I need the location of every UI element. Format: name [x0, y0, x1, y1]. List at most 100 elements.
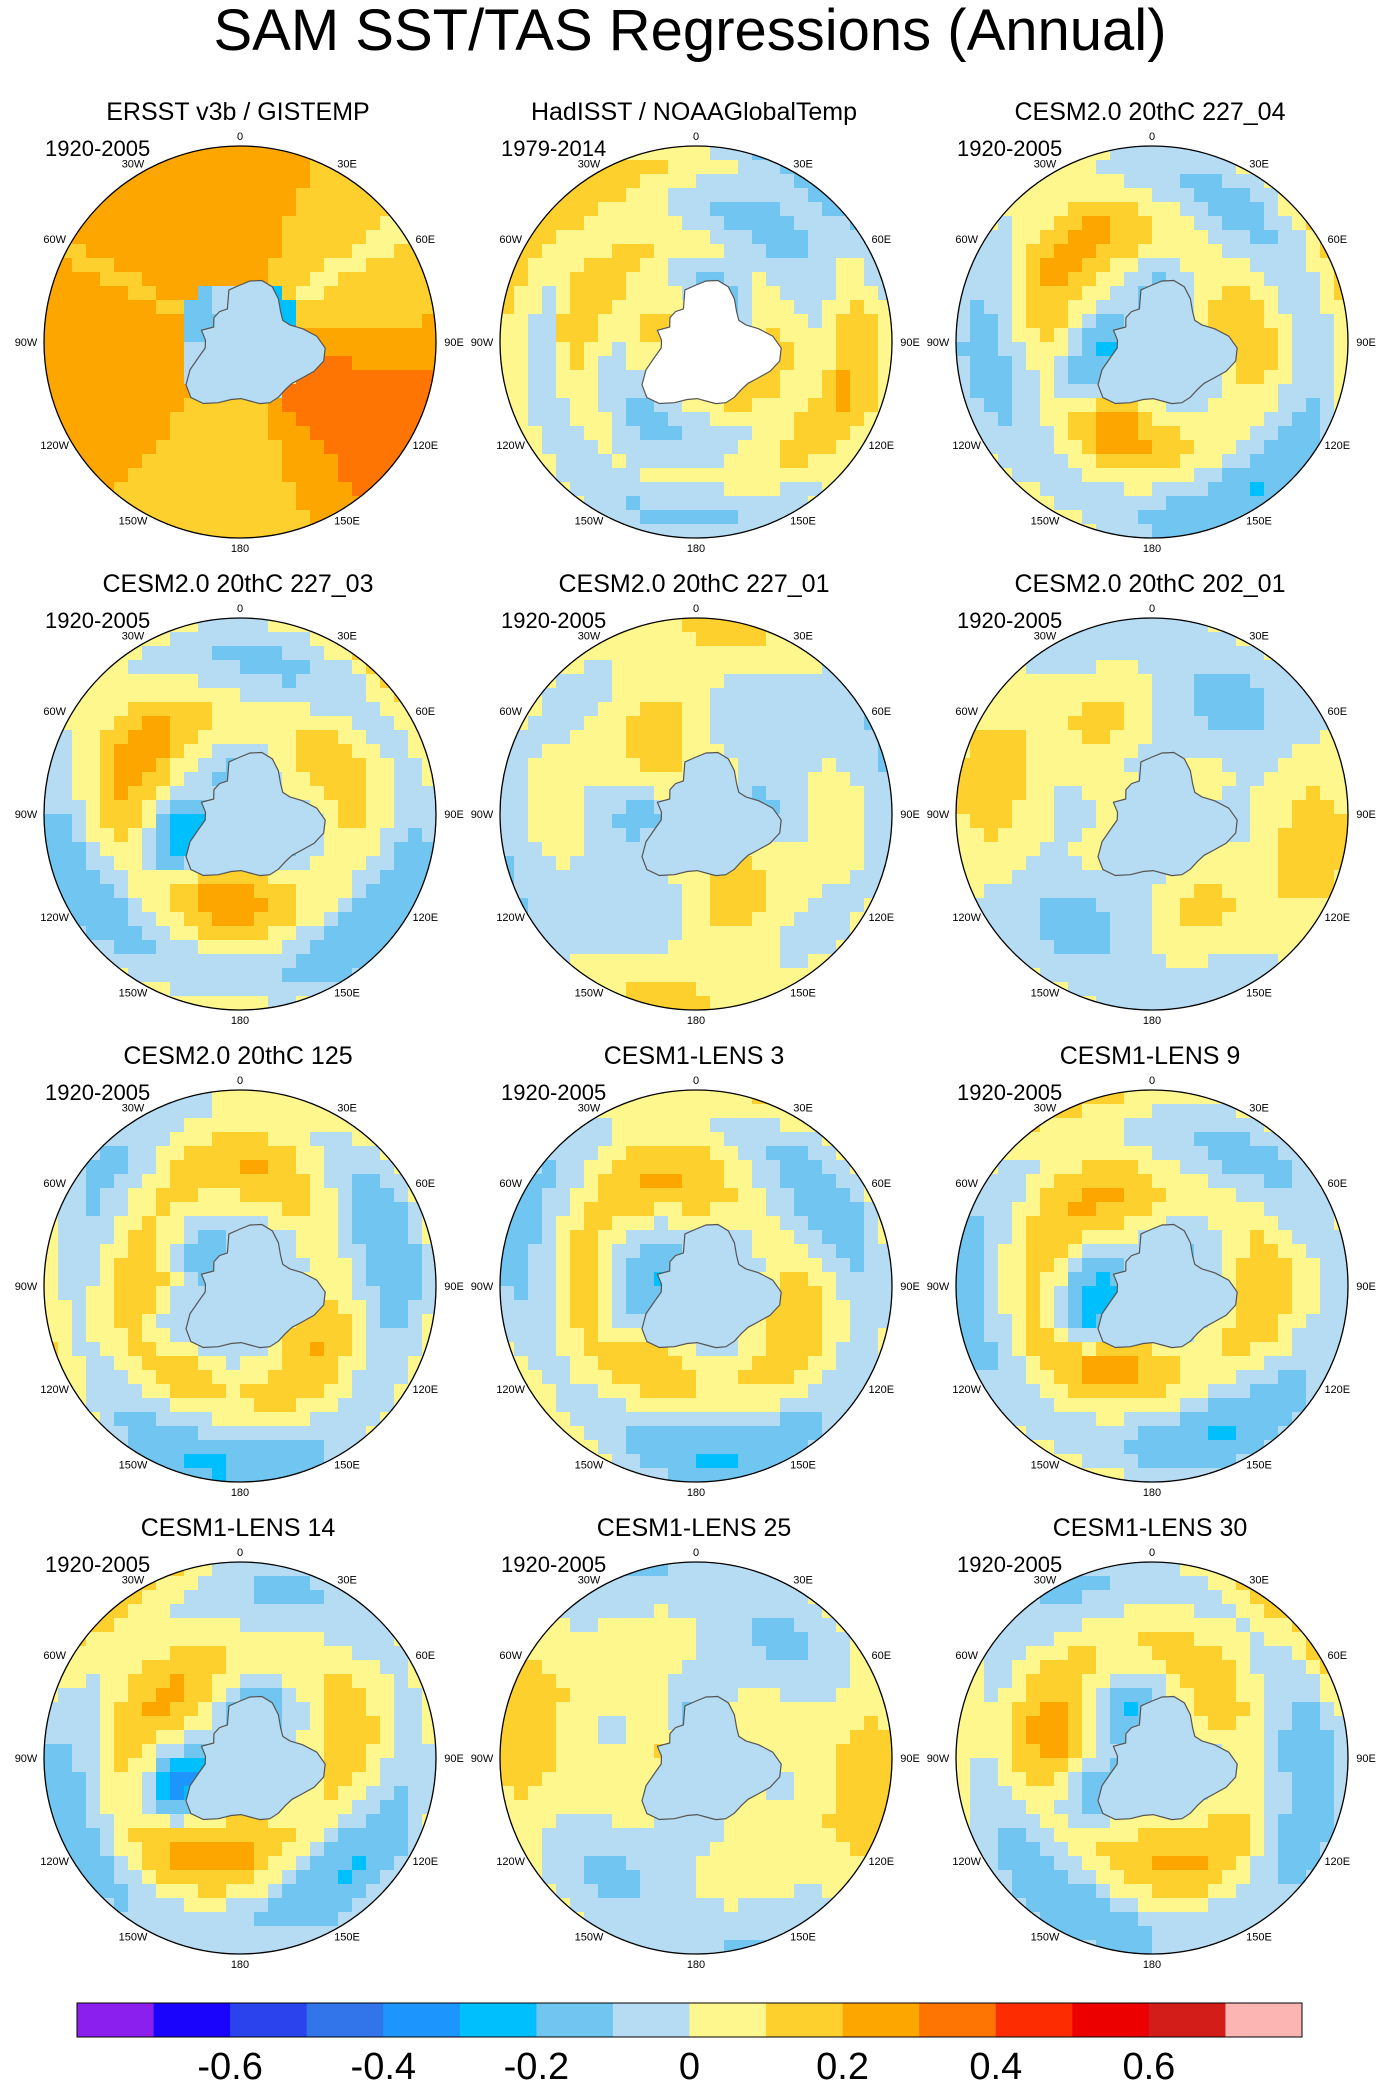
field-cell	[1012, 716, 1027, 731]
field-cell	[114, 1216, 129, 1231]
field-cell	[528, 772, 543, 787]
field-cell	[310, 1216, 325, 1231]
field-cell	[1264, 468, 1279, 483]
field-cell	[1068, 202, 1083, 217]
field-cell	[654, 968, 669, 983]
field-cell	[198, 1230, 213, 1245]
field-cell	[128, 800, 143, 815]
field-cell	[380, 1244, 395, 1259]
field-cell	[1208, 244, 1223, 259]
field-cell	[198, 1398, 213, 1413]
field-cell	[752, 314, 767, 329]
field-cell	[598, 1160, 613, 1175]
field-cell	[1250, 814, 1265, 829]
field-cell	[738, 758, 753, 773]
field-cell	[366, 814, 381, 829]
field-cell	[170, 328, 185, 343]
field-cell	[1012, 674, 1027, 689]
field-cell	[282, 758, 297, 773]
field-cell	[268, 730, 283, 745]
field-cell	[1292, 202, 1307, 217]
field-cell	[640, 632, 655, 647]
field-cell	[422, 258, 436, 273]
field-cell	[1110, 660, 1125, 675]
field-cell	[998, 314, 1013, 329]
field-cell	[808, 412, 823, 427]
field-cell	[654, 884, 669, 899]
field-cell	[310, 856, 325, 871]
field-cell	[58, 286, 73, 301]
field-cell	[1040, 898, 1055, 913]
field-cell	[226, 660, 241, 675]
field-cell	[766, 688, 781, 703]
field-cell	[296, 968, 311, 983]
field-cell	[338, 412, 353, 427]
field-cell	[58, 716, 73, 731]
field-cell	[380, 1258, 395, 1273]
field-cell	[1096, 440, 1111, 455]
field-cell	[100, 884, 115, 899]
field-cell	[822, 744, 837, 759]
field-cell	[752, 674, 767, 689]
field-cell	[212, 426, 227, 441]
field-cell	[780, 328, 795, 343]
field-cell	[254, 1118, 269, 1133]
field-cell	[752, 426, 767, 441]
map-field	[500, 146, 892, 538]
field-cell	[1250, 398, 1265, 413]
field-cell	[1236, 744, 1251, 759]
field-cell	[724, 688, 739, 703]
longitude-label: 60W	[43, 706, 66, 718]
field-cell	[1334, 828, 1348, 843]
field-cell	[836, 440, 851, 455]
field-cell	[156, 800, 171, 815]
field-cell	[710, 940, 725, 955]
field-cell	[1292, 828, 1307, 843]
field-cell	[836, 786, 851, 801]
field-cell	[338, 314, 353, 329]
field-cell	[254, 244, 269, 259]
field-cell	[998, 426, 1013, 441]
field-cell	[184, 1118, 199, 1133]
field-cell	[1082, 496, 1097, 511]
field-cell	[422, 828, 436, 843]
field-cell	[1110, 954, 1125, 969]
field-cell	[324, 1202, 339, 1217]
field-cell	[44, 1202, 59, 1217]
field-cell	[114, 828, 129, 843]
field-cell	[100, 688, 115, 703]
field-cell	[626, 1118, 641, 1133]
field-cell	[422, 786, 436, 801]
field-cell	[1110, 786, 1125, 801]
field-cell	[100, 188, 115, 203]
field-cell	[1012, 244, 1027, 259]
field-cell	[682, 188, 697, 203]
field-cell	[1292, 856, 1307, 871]
field-cell	[422, 1356, 436, 1371]
field-cell	[282, 1104, 297, 1119]
field-cell	[584, 216, 599, 231]
field-cell	[724, 1146, 739, 1161]
field-cell	[142, 496, 157, 511]
field-cell	[1068, 440, 1083, 455]
field-cell	[780, 674, 795, 689]
field-cell	[156, 356, 171, 371]
field-cell	[1250, 300, 1265, 315]
field-cell	[584, 272, 599, 287]
field-cell	[268, 1118, 283, 1133]
field-cell	[612, 828, 627, 843]
field-cell	[408, 842, 423, 857]
field-cell	[156, 482, 171, 497]
field-cell	[1250, 856, 1265, 871]
field-cell	[1320, 286, 1335, 301]
field-cell	[1194, 870, 1209, 885]
field-cell	[282, 884, 297, 899]
field-cell	[310, 1146, 325, 1161]
field-cell	[822, 660, 837, 675]
field-cell	[584, 1188, 599, 1203]
field-cell	[1292, 342, 1307, 357]
longitude-label: 180	[687, 543, 705, 555]
field-cell	[156, 496, 171, 511]
field-cell	[268, 454, 283, 469]
field-cell	[282, 1188, 297, 1203]
